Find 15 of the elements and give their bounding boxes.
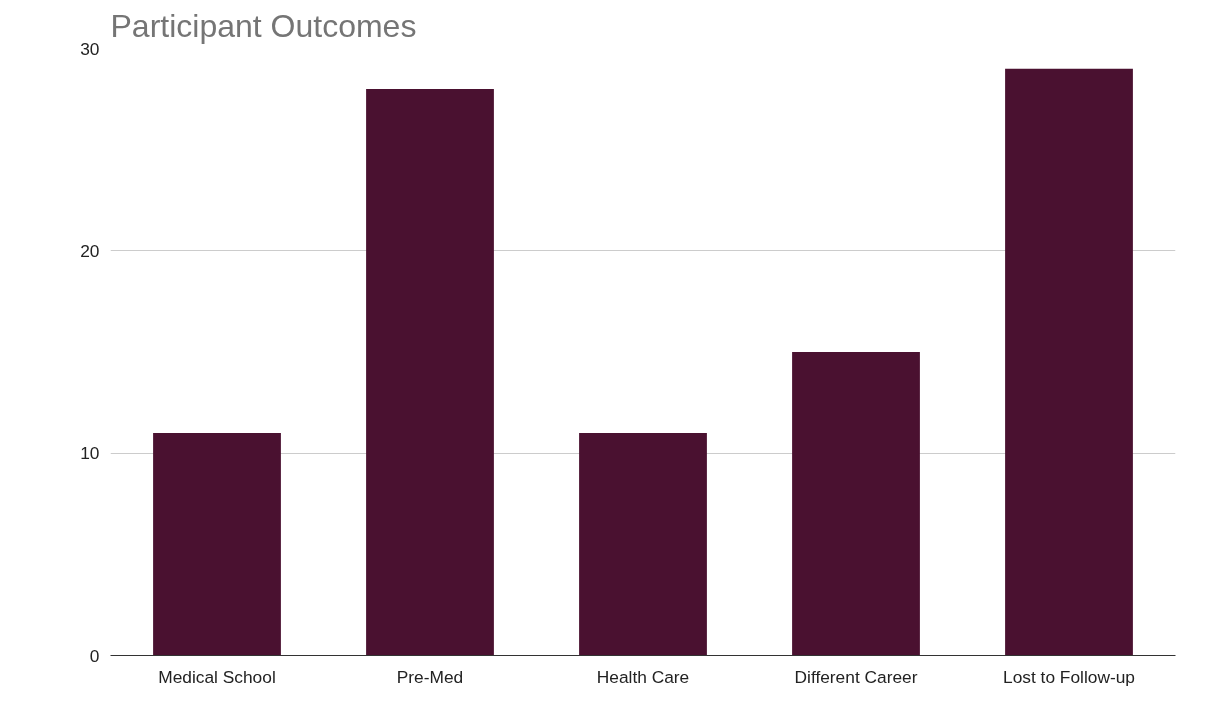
y-tick-label: 0 [89, 645, 100, 666]
x-tick-label: Health Care [596, 666, 690, 687]
bar [153, 432, 281, 656]
y-tick-label: 10 [80, 443, 100, 464]
x-tick-label: Different Career [794, 666, 918, 687]
y-tick-label: 30 [80, 38, 100, 59]
x-tick-label: Pre-Med [396, 666, 464, 687]
x-tick-label: Medical School [158, 666, 276, 687]
bar [579, 432, 707, 656]
bar [366, 88, 494, 656]
y-tick-label: 20 [80, 240, 100, 261]
chart-title: Participant Outcomes [110, 7, 417, 44]
x-tick-label: Lost to Follow-up [1003, 666, 1135, 687]
bar [1005, 68, 1133, 656]
bar [792, 352, 920, 656]
